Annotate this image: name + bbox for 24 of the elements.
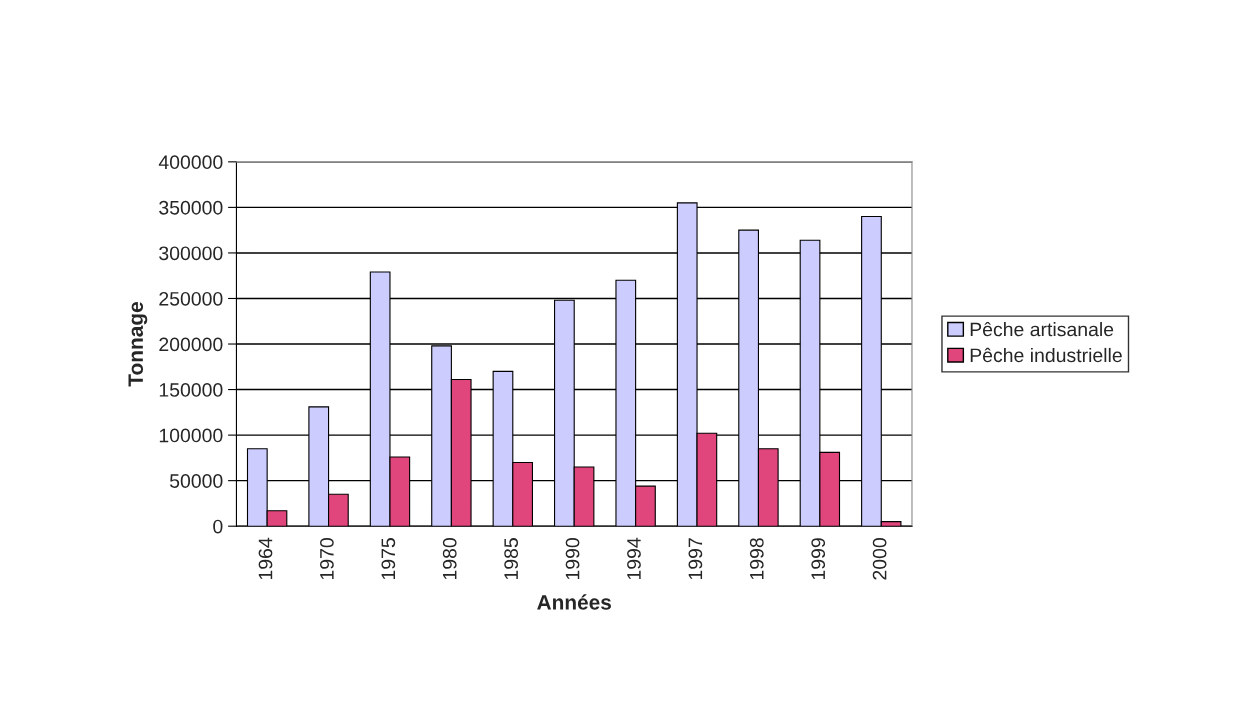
y-tick-label: 100000: [159, 428, 223, 443]
y-tick-label: 0: [213, 519, 223, 534]
x-tick-label: 1997: [688, 538, 703, 580]
y-tick-label: 50000: [169, 474, 223, 488]
x-tick-label: 1975: [381, 538, 396, 580]
x-tick-label: 1990: [565, 538, 580, 580]
legend-label: Pêche artisanale: [970, 321, 1114, 337]
y-tick-label: 300000: [159, 246, 223, 261]
y-axis-title: Tonnage: [128, 302, 148, 387]
legend-label: Pêche industrielle: [970, 347, 1122, 363]
x-tick-label: 2000: [872, 538, 887, 580]
y-tick-label: 150000: [159, 383, 223, 397]
y-tick-label: 400000: [158, 155, 223, 170]
x-tick-label: 1964: [258, 537, 273, 580]
y-tick-label: 350000: [159, 200, 223, 215]
x-axis-title: Années: [537, 594, 611, 610]
x-tick-label: 1985: [504, 538, 519, 580]
x-tick-label: 1998: [749, 538, 764, 580]
x-tick-label: 1994: [627, 537, 641, 580]
x-tick-label: 1980: [442, 538, 457, 580]
y-tick-label: 200000: [159, 337, 223, 352]
x-tick-label: 1999: [811, 538, 826, 580]
x-tick-label: 1970: [320, 538, 334, 580]
y-tick-label: 250000: [159, 291, 223, 306]
